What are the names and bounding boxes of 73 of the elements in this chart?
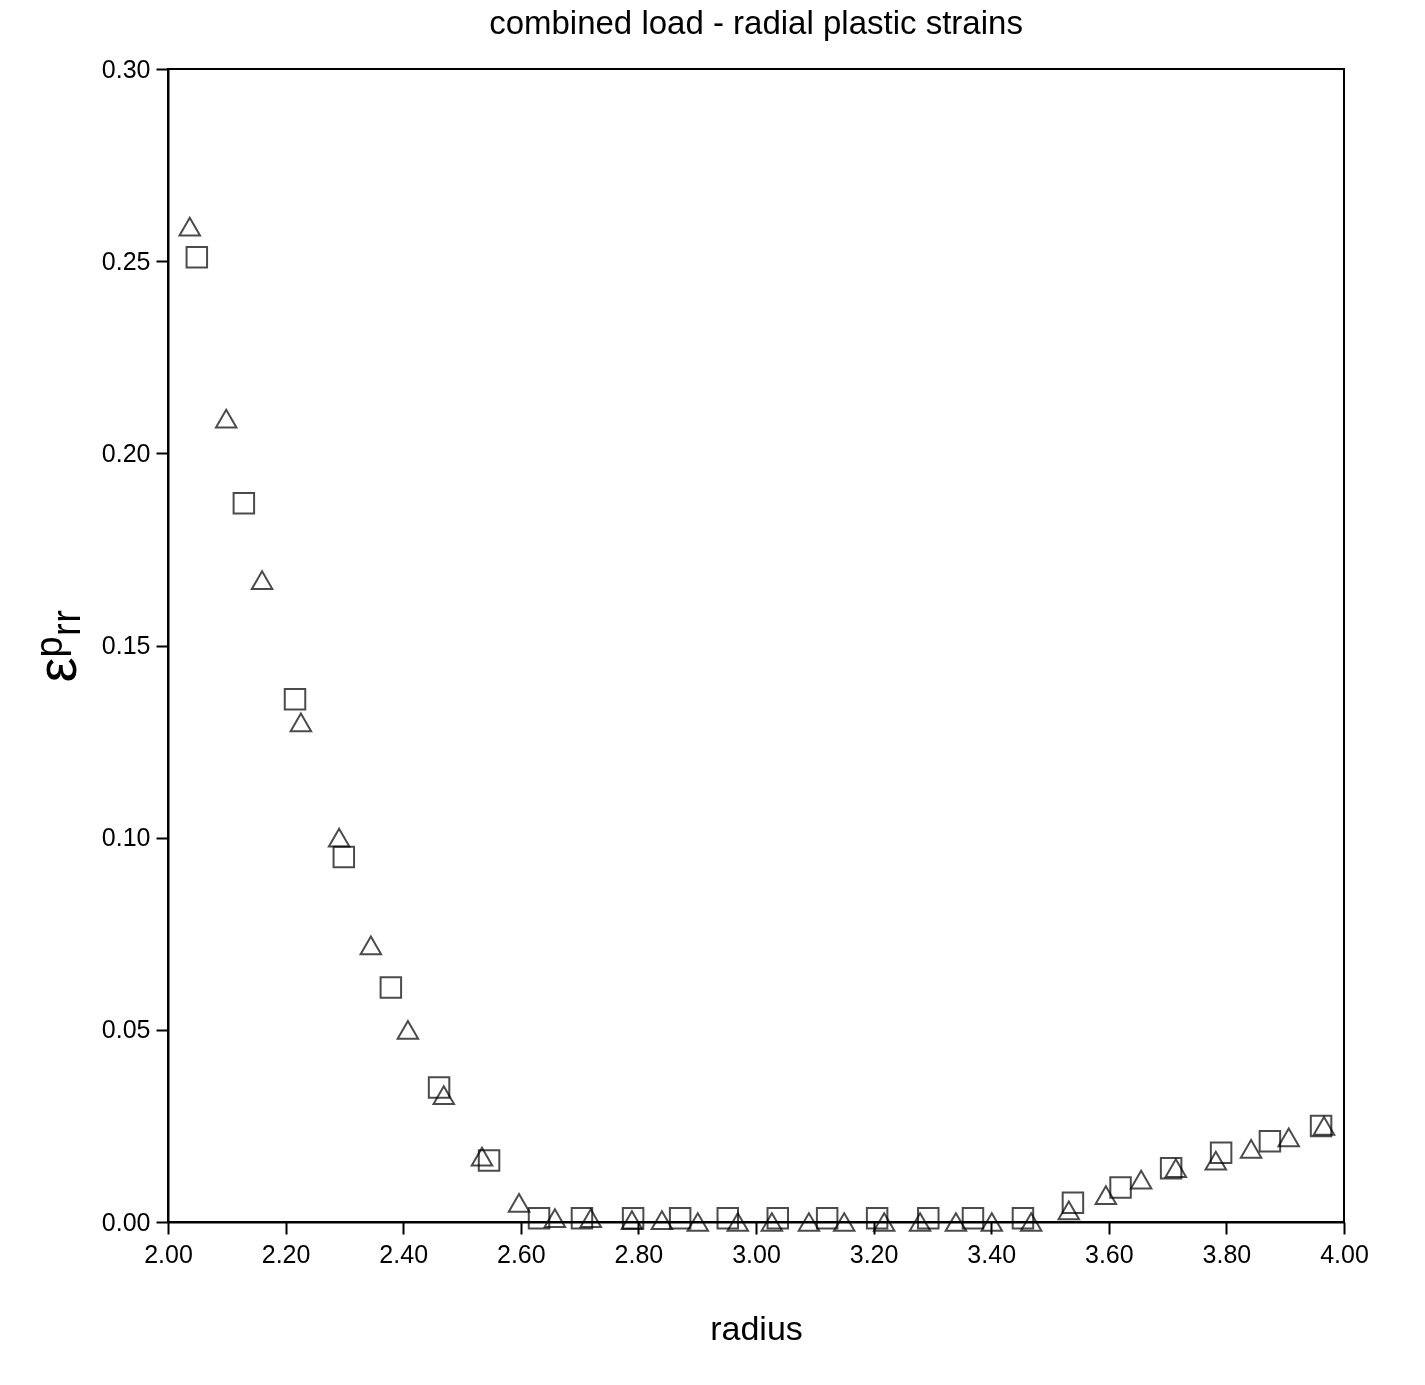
point bbox=[570, 1206, 594, 1230]
point bbox=[1164, 1158, 1188, 1179]
point bbox=[1129, 1169, 1153, 1190]
point bbox=[917, 1206, 940, 1230]
point bbox=[1258, 1130, 1282, 1153]
point bbox=[1109, 1176, 1132, 1199]
point bbox=[686, 1212, 710, 1232]
point bbox=[872, 1212, 896, 1232]
x-tick-label: 4.00 bbox=[1320, 1239, 1369, 1268]
point bbox=[470, 1146, 494, 1167]
point bbox=[766, 1206, 789, 1230]
x-tick-label: 3.00 bbox=[732, 1239, 781, 1268]
point bbox=[185, 246, 209, 269]
x-tick-label: 2.00 bbox=[144, 1239, 193, 1268]
point bbox=[815, 1206, 839, 1230]
point bbox=[1057, 1200, 1081, 1221]
point bbox=[432, 1085, 456, 1106]
point bbox=[1019, 1212, 1043, 1232]
point bbox=[543, 1208, 567, 1229]
point bbox=[507, 1192, 531, 1213]
point bbox=[396, 1019, 420, 1040]
point bbox=[379, 976, 403, 999]
point bbox=[214, 408, 238, 429]
point bbox=[283, 688, 307, 711]
point bbox=[579, 1208, 603, 1229]
y-axis-title: εᵖᵣᵣ bbox=[24, 609, 88, 683]
point bbox=[1094, 1185, 1118, 1205]
point bbox=[232, 492, 256, 515]
x-tick-label: 3.80 bbox=[1202, 1239, 1252, 1268]
point bbox=[944, 1212, 968, 1232]
point bbox=[327, 827, 351, 848]
y-tick-label: 0.20 bbox=[101, 438, 151, 467]
y-tick-label: 0.10 bbox=[101, 823, 151, 852]
point bbox=[359, 935, 383, 956]
x-tick-label: 3.20 bbox=[849, 1239, 899, 1268]
point bbox=[1277, 1127, 1300, 1148]
point bbox=[178, 216, 201, 237]
point bbox=[832, 1212, 856, 1232]
x-tick-label: 3.60 bbox=[1084, 1239, 1134, 1268]
point bbox=[961, 1206, 985, 1230]
point bbox=[1239, 1139, 1263, 1159]
x-tick-label: 2.60 bbox=[496, 1239, 546, 1268]
y-tick-label: 0.05 bbox=[101, 1015, 151, 1044]
point bbox=[427, 1076, 451, 1099]
point bbox=[1209, 1141, 1233, 1165]
point bbox=[760, 1212, 784, 1232]
point bbox=[1159, 1156, 1183, 1180]
point bbox=[1011, 1206, 1035, 1230]
x-tick-label: 2.40 bbox=[379, 1239, 429, 1268]
point bbox=[980, 1212, 1004, 1232]
x-tick-label: 2.20 bbox=[261, 1239, 311, 1268]
point bbox=[1061, 1191, 1085, 1215]
x-axis-title: radius bbox=[710, 1308, 803, 1347]
point bbox=[668, 1206, 692, 1230]
point bbox=[250, 570, 274, 591]
x-tick-label: 3.40 bbox=[967, 1239, 1017, 1268]
point bbox=[527, 1206, 551, 1230]
point bbox=[477, 1149, 501, 1172]
y-tick-label: 0.30 bbox=[101, 54, 151, 83]
point bbox=[289, 712, 313, 733]
point bbox=[865, 1206, 889, 1230]
y-tick-label: 0.25 bbox=[101, 246, 151, 275]
point bbox=[797, 1212, 821, 1232]
point bbox=[716, 1206, 740, 1230]
point bbox=[332, 845, 356, 869]
y-tick-label: 0.00 bbox=[101, 1207, 151, 1236]
x-tick-label: 2.80 bbox=[614, 1239, 664, 1268]
point bbox=[1204, 1150, 1228, 1171]
y-tick-label: 0.15 bbox=[101, 631, 151, 659]
chart-title: combined load - radial plastic strains bbox=[489, 4, 1023, 41]
point bbox=[908, 1212, 932, 1232]
point bbox=[726, 1212, 750, 1232]
point bbox=[650, 1210, 674, 1230]
